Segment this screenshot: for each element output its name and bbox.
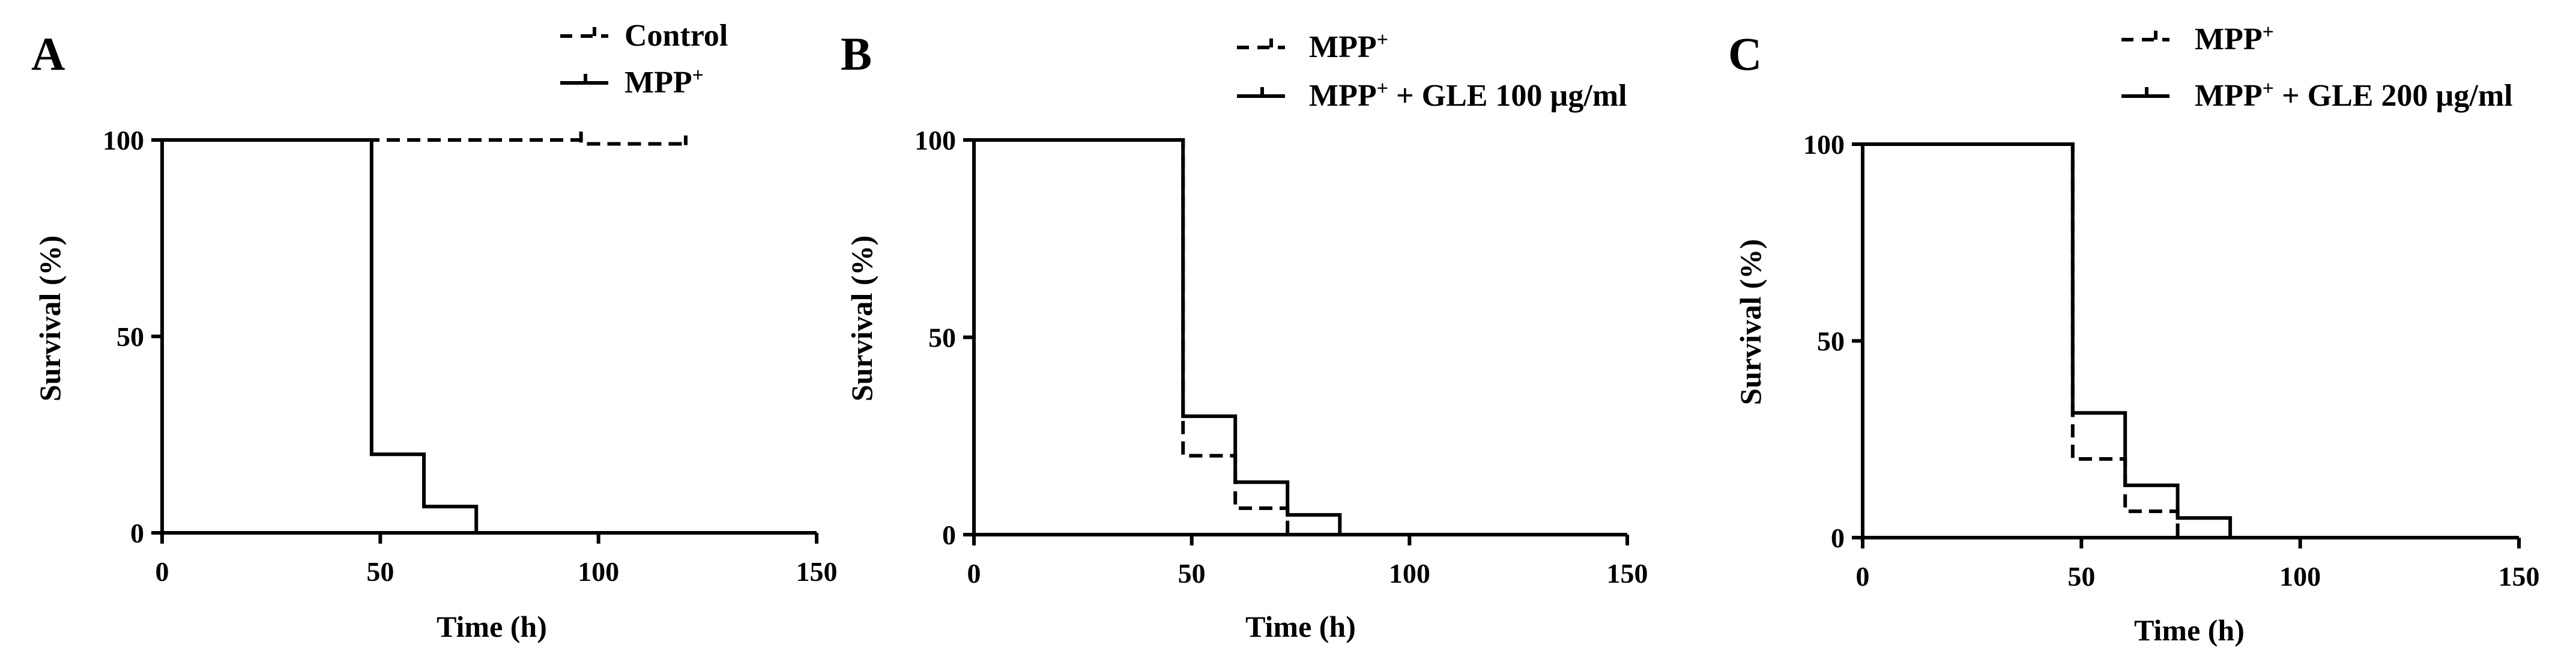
legend-label-mpp: MPP+ <box>2195 21 2274 56</box>
series-layer <box>1863 142 2519 539</box>
survival-curve <box>1863 142 2180 538</box>
legend: MPP+ MPP+ + GLE 200 µg/ml <box>2121 21 2513 113</box>
series-layer <box>162 132 817 535</box>
x-axis-title: Time (h) <box>2134 613 2245 647</box>
panel-c: C Survival (%) Time (h) MPP+ MPP+ + GLE … <box>1728 21 2540 647</box>
y-tick-label: 0 <box>942 520 956 550</box>
survival-curve <box>162 138 817 535</box>
legend-label-mpp: MPP+ <box>1309 29 1388 64</box>
x-tick-label: 50 <box>366 556 394 587</box>
y-axis-title: Survival (%) <box>33 235 67 401</box>
x-tick-label: 100 <box>1389 558 1430 589</box>
x-axis-title: Time (h) <box>437 610 547 643</box>
x-axis-title: Time (h) <box>1245 610 1356 643</box>
x-tick-label: 150 <box>796 556 838 587</box>
panel-b: B Survival (%) Time (h) MPP+ MPP+ + GLE … <box>841 28 1648 643</box>
plot-area: 0 50 100 150 0 50 100 <box>915 125 1648 589</box>
legend-label-mpp-gle100: MPP+ + GLE 100 µg/ml <box>1309 77 1627 113</box>
y-ticks: 0 50 100 <box>1803 129 1863 553</box>
x-tick-label: 50 <box>1178 558 1206 589</box>
y-ticks: 0 50 100 <box>915 125 974 550</box>
y-tick-label: 50 <box>116 321 144 352</box>
y-tick-label: 100 <box>1803 129 1845 160</box>
x-ticks: 0 50 100 150 <box>967 535 1648 589</box>
x-tick-label: 150 <box>2499 561 2540 592</box>
legend: MPP+ MPP+ + GLE 100 µg/ml <box>1237 29 1627 113</box>
y-ticks: 0 50 100 <box>103 125 162 548</box>
panel-a: A Survival (%) Time (h) Control MPP+ 0 50… <box>31 19 838 643</box>
y-axis-title: Survival (%) <box>845 235 878 401</box>
survival-curve <box>974 138 1290 535</box>
x-tick-label: 150 <box>1607 558 1648 589</box>
survival-curve <box>1863 142 2519 539</box>
x-tick-label: 100 <box>578 556 619 587</box>
x-tick-label: 0 <box>1856 561 1870 592</box>
legend-label-mpp: MPP+ <box>624 64 704 100</box>
plot-area: 0 50 100 150 0 50 100 <box>1803 129 2540 592</box>
legend-label-mpp-gle200: MPP+ + GLE 200 µg/ml <box>2195 77 2513 113</box>
x-ticks: 0 50 100 150 <box>156 533 838 587</box>
panel-letter: C <box>1728 28 1762 80</box>
x-tick-label: 50 <box>2067 561 2095 592</box>
x-tick-label: 0 <box>156 556 169 587</box>
survival-curve <box>974 138 1627 536</box>
panel-letter: B <box>841 28 872 80</box>
y-tick-label: 50 <box>928 323 956 353</box>
y-tick-label: 0 <box>1831 523 1845 553</box>
panel-letter: A <box>31 28 65 80</box>
legend-label-control: Control <box>624 19 728 53</box>
y-tick-label: 0 <box>130 518 144 548</box>
plot-area: 0 50 100 150 0 50 100 <box>103 125 838 587</box>
y-tick-label: 50 <box>1817 326 1845 357</box>
legend: Control MPP+ <box>560 19 728 100</box>
x-tick-label: 100 <box>2279 561 2321 592</box>
y-tick-label: 100 <box>103 125 144 156</box>
x-ticks: 0 50 100 150 <box>1856 538 2540 592</box>
series-layer <box>974 138 1627 536</box>
x-tick-label: 0 <box>967 558 981 589</box>
y-tick-label: 100 <box>915 125 956 156</box>
y-axis-title: Survival (%) <box>1734 239 1767 405</box>
